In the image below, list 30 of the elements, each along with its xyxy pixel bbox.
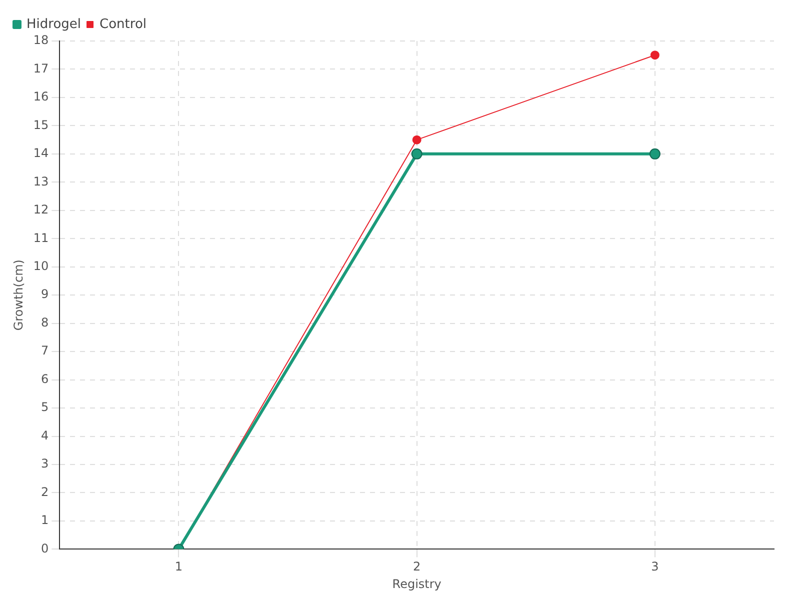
- y-tick-label: 6: [41, 372, 49, 386]
- y-tick-label: 15: [33, 118, 49, 132]
- y-tick-label: 2: [41, 484, 49, 499]
- point: [650, 50, 660, 60]
- y-tick-label: 1: [41, 513, 49, 528]
- x-tick-label: 1: [174, 560, 183, 574]
- point: [411, 148, 422, 160]
- y-tick-label: 17: [33, 61, 49, 76]
- point: [649, 148, 660, 160]
- y-tick-label: 16: [33, 90, 49, 104]
- y-tick-label: 13: [33, 174, 49, 188]
- y-tick-label: 11: [33, 230, 49, 245]
- y-tick-label: 4: [41, 428, 49, 442]
- y-tick-label: 12: [33, 202, 49, 217]
- y-tick-label: 10: [33, 258, 49, 273]
- y-axis-title: Growth(cm): [11, 260, 26, 331]
- y-tick-label: 0: [41, 541, 49, 556]
- y-tick-label: 7: [41, 344, 49, 358]
- x-tick-label: 3: [651, 560, 659, 574]
- y-tick-label: 3: [41, 456, 49, 471]
- point: [412, 135, 422, 144]
- legend-label: Control: [100, 16, 147, 32]
- x-tick-label: 2: [413, 560, 421, 574]
- y-tick-label: 5: [41, 400, 49, 414]
- x-axis-title: Registry: [392, 576, 442, 591]
- y-tick-label: 14: [33, 146, 49, 160]
- legend-label: Hidrogel: [26, 16, 82, 32]
- y-tick-label: 18: [33, 33, 49, 48]
- y-tick-label: 9: [41, 287, 49, 302]
- y-tick-label: 8: [41, 315, 49, 330]
